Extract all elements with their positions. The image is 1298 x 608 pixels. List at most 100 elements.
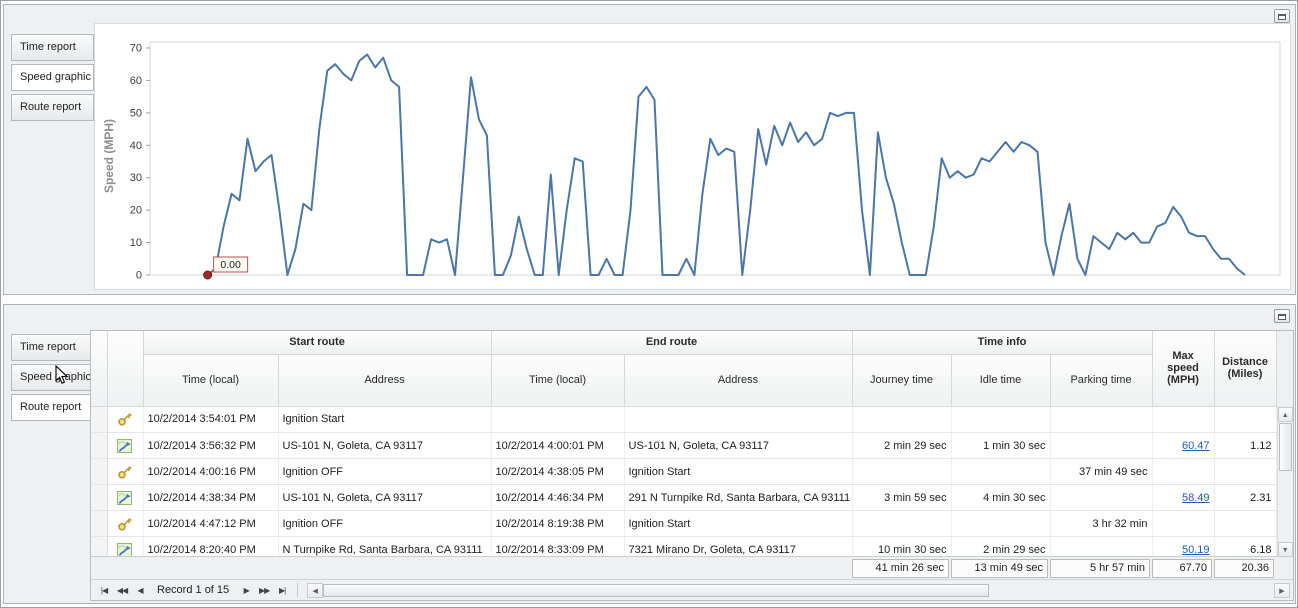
cell-end-time: 10/2/2014 4:46:34 PM: [491, 484, 625, 511]
top-tab-speed-graphic[interactable]: Speed graphic: [11, 64, 94, 91]
speed-graphic-panel: Time report Speed graphic Route report Spe…: [3, 4, 1296, 295]
cell-end-address: [624, 406, 853, 433]
cell-journey-time: 2 min 29 sec: [852, 432, 952, 459]
summary-journey-time: 41 min 26 sec: [852, 558, 949, 578]
scroll-left-icon[interactable]: ◀: [307, 582, 324, 598]
collapse-panel-button-top[interactable]: [1274, 9, 1290, 23]
top-tab-route-report[interactable]: Route report: [11, 94, 94, 121]
grid-body: 10/2/2014 3:54:01 PM Ignition Start 10/2…: [91, 406, 1294, 557]
cell-distance: 6.18: [1214, 536, 1277, 557]
cell-parking-time: [1050, 432, 1153, 459]
bottom-tab-route-report[interactable]: Route report: [11, 394, 94, 421]
key-icon: [118, 413, 132, 426]
route-report-panel: Time report Speed graphic Route report Sta…: [3, 304, 1296, 604]
cell-end-time: 10/2/2014 8:33:09 PM: [491, 536, 625, 557]
scrollbar-thumb[interactable]: [1278, 422, 1292, 471]
top-tab-time-report[interactable]: Time report: [11, 34, 94, 61]
svg-text:70: 70: [130, 43, 142, 55]
svg-text:10: 10: [130, 237, 142, 249]
band-end-route[interactable]: End route: [491, 331, 853, 355]
cell-distance: [1214, 458, 1277, 485]
row-indicator: [91, 536, 108, 557]
cell-idle-time: [951, 406, 1051, 433]
max-speed-link[interactable]: 50.19: [1181, 543, 1210, 556]
cell-start-time: 10/2/2014 4:00:16 PM: [143, 458, 279, 485]
table-row[interactable]: 10/2/2014 4:47:12 PM Ignition OFF 10/2/2…: [91, 510, 1277, 537]
scroll-down-icon[interactable]: ▼: [1277, 541, 1293, 557]
col-header-start-time[interactable]: Time (local): [143, 354, 279, 407]
svg-text:40: 40: [130, 140, 142, 152]
nav-next-button[interactable]: ▶: [243, 585, 250, 595]
max-speed-link[interactable]: 60.47: [1181, 439, 1210, 452]
scrollbar-track[interactable]: [323, 582, 1274, 598]
cell-idle-time: [951, 458, 1051, 485]
scrollbar-thumb[interactable]: [323, 583, 989, 597]
nav-first-button[interactable]: |◀: [100, 585, 108, 595]
bottom-tab-list: Time report Speed graphic Route report: [11, 334, 94, 424]
collapse-panel-button-bottom[interactable]: [1274, 309, 1290, 323]
col-header-distance[interactable]: Distance (Miles): [1214, 331, 1277, 407]
cell-start-time: 10/2/2014 8:20:40 PM: [143, 536, 279, 557]
cell-start-address: Ignition OFF: [278, 458, 492, 485]
nav-next-page-button[interactable]: ▶▶: [259, 585, 270, 595]
scroll-up-icon[interactable]: ▲: [1277, 406, 1293, 422]
cell-idle-time: 1 min 30 sec: [951, 432, 1051, 459]
cell-end-time: [491, 406, 625, 433]
cell-start-time: 10/2/2014 4:47:12 PM: [143, 510, 279, 537]
route-icon: [117, 490, 132, 505]
col-header-journey-time[interactable]: Journey time: [852, 354, 952, 407]
row-indicator: [91, 484, 108, 511]
row-indicator: [91, 432, 108, 459]
svg-text:0.00: 0.00: [220, 259, 241, 271]
bottom-tab-time-report[interactable]: Time report: [11, 334, 94, 361]
bottom-tab-speed-graphic[interactable]: Speed graphic: [11, 364, 94, 391]
max-speed-link[interactable]: 58.49: [1181, 491, 1210, 504]
nav-prev-page-button[interactable]: ◀◀: [116, 585, 128, 595]
cell-start-address: Ignition Start: [278, 406, 492, 433]
scroll-right-icon[interactable]: ▶: [1274, 582, 1290, 598]
cell-distance: [1214, 406, 1277, 433]
table-row[interactable]: 10/2/2014 8:20:40 PM N Turnpike Rd, Sant…: [91, 536, 1277, 557]
col-header-start-address[interactable]: Address: [278, 354, 492, 407]
nav-last-button[interactable]: ▶|: [279, 585, 286, 595]
horizontal-scrollbar[interactable]: ◀ ▶: [307, 582, 1290, 598]
nav-prev-button[interactable]: ◀: [137, 585, 143, 595]
cell-idle-time: [951, 510, 1051, 537]
row-icon-cell: [107, 536, 144, 557]
table-row[interactable]: 10/2/2014 3:56:32 PM US-101 N, Goleta, C…: [91, 432, 1277, 459]
col-header-end-time[interactable]: Time (local): [491, 354, 625, 407]
row-icon-cell: [107, 432, 144, 459]
cell-distance: [1214, 510, 1277, 537]
cell-end-address: Ignition Start: [624, 458, 853, 485]
scrollbar-track[interactable]: [1278, 422, 1294, 542]
svg-text:0: 0: [136, 270, 142, 282]
band-start-route[interactable]: Start route: [143, 331, 492, 355]
cell-parking-time: [1050, 536, 1153, 557]
table-row[interactable]: 10/2/2014 4:00:16 PM Ignition OFF 10/2/2…: [91, 458, 1277, 485]
cell-journey-time: [852, 406, 952, 433]
row-indicator: [91, 458, 108, 485]
col-header-max-speed[interactable]: Max speed (MPH): [1152, 331, 1215, 407]
col-header-parking-time[interactable]: Parking time: [1050, 354, 1153, 407]
table-row[interactable]: 10/2/2014 3:54:01 PM Ignition Start: [91, 406, 1277, 433]
vertical-scrollbar[interactable]: ▲ ▼: [1276, 406, 1294, 557]
svg-text:50: 50: [130, 107, 142, 119]
navigator-separator: [297, 583, 299, 598]
col-header-end-address[interactable]: Address: [624, 354, 853, 407]
cell-end-address: 291 N Turnpike Rd, Santa Barbara, CA 931…: [624, 484, 853, 511]
table-row[interactable]: 10/2/2014 4:38:34 PM US-101 N, Goleta, C…: [91, 484, 1277, 511]
collapse-icon: [1278, 14, 1286, 20]
col-header-idle-time[interactable]: Idle time: [951, 354, 1051, 407]
indicator-column-header: [91, 331, 108, 407]
key-icon: [118, 465, 132, 479]
route-icon: [117, 438, 132, 453]
cell-max-speed: [1152, 510, 1215, 537]
band-time-info[interactable]: Time info: [852, 331, 1153, 355]
summary-idle-time: 13 min 49 sec: [951, 558, 1048, 578]
summary-max-speed: 67.70: [1152, 558, 1212, 578]
cell-start-address: Ignition OFF: [278, 510, 492, 537]
cell-journey-time: 10 min 30 sec: [852, 536, 952, 557]
speed-chart: Speed (MPH) 0 10 20 30 40 50 60 70 0.00: [94, 23, 1291, 290]
cell-max-speed: [1152, 406, 1215, 433]
grid-header: Start route End route Time info Max spee…: [91, 331, 1277, 407]
